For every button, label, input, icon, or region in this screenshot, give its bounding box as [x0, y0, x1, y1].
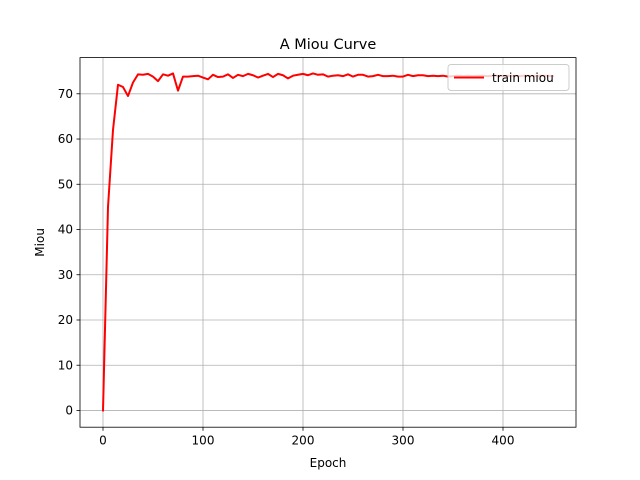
- y-tick-label: 50: [58, 177, 73, 191]
- y-tick-label: 0: [65, 404, 73, 418]
- legend-box: [447, 64, 570, 91]
- y-tick-label: 10: [58, 358, 73, 372]
- y-tick-label: 30: [58, 268, 73, 282]
- y-axis-label: Miou: [33, 228, 47, 257]
- y-tick-label: 70: [58, 87, 73, 101]
- x-tick-label: 200: [292, 434, 315, 448]
- x-tick-label: 400: [492, 434, 515, 448]
- legend-label: train miou: [492, 71, 554, 85]
- chart-title: A Miou Curve: [280, 37, 377, 53]
- plot-frame: [79, 57, 577, 428]
- ticks: 0 100 200 300 400 0 10 20 30 40 50 60 70: [58, 87, 515, 448]
- grid: [80, 57, 576, 428]
- y-tick-label: 20: [58, 313, 73, 327]
- x-tick-label: 0: [99, 434, 107, 448]
- x-tick-label: 300: [392, 434, 415, 448]
- y-tick-label: 60: [58, 132, 73, 146]
- x-tick-label: 100: [192, 434, 215, 448]
- legend: train miou: [447, 64, 570, 91]
- x-axis-label: Epoch: [310, 456, 347, 470]
- y-tick-label: 40: [58, 223, 73, 237]
